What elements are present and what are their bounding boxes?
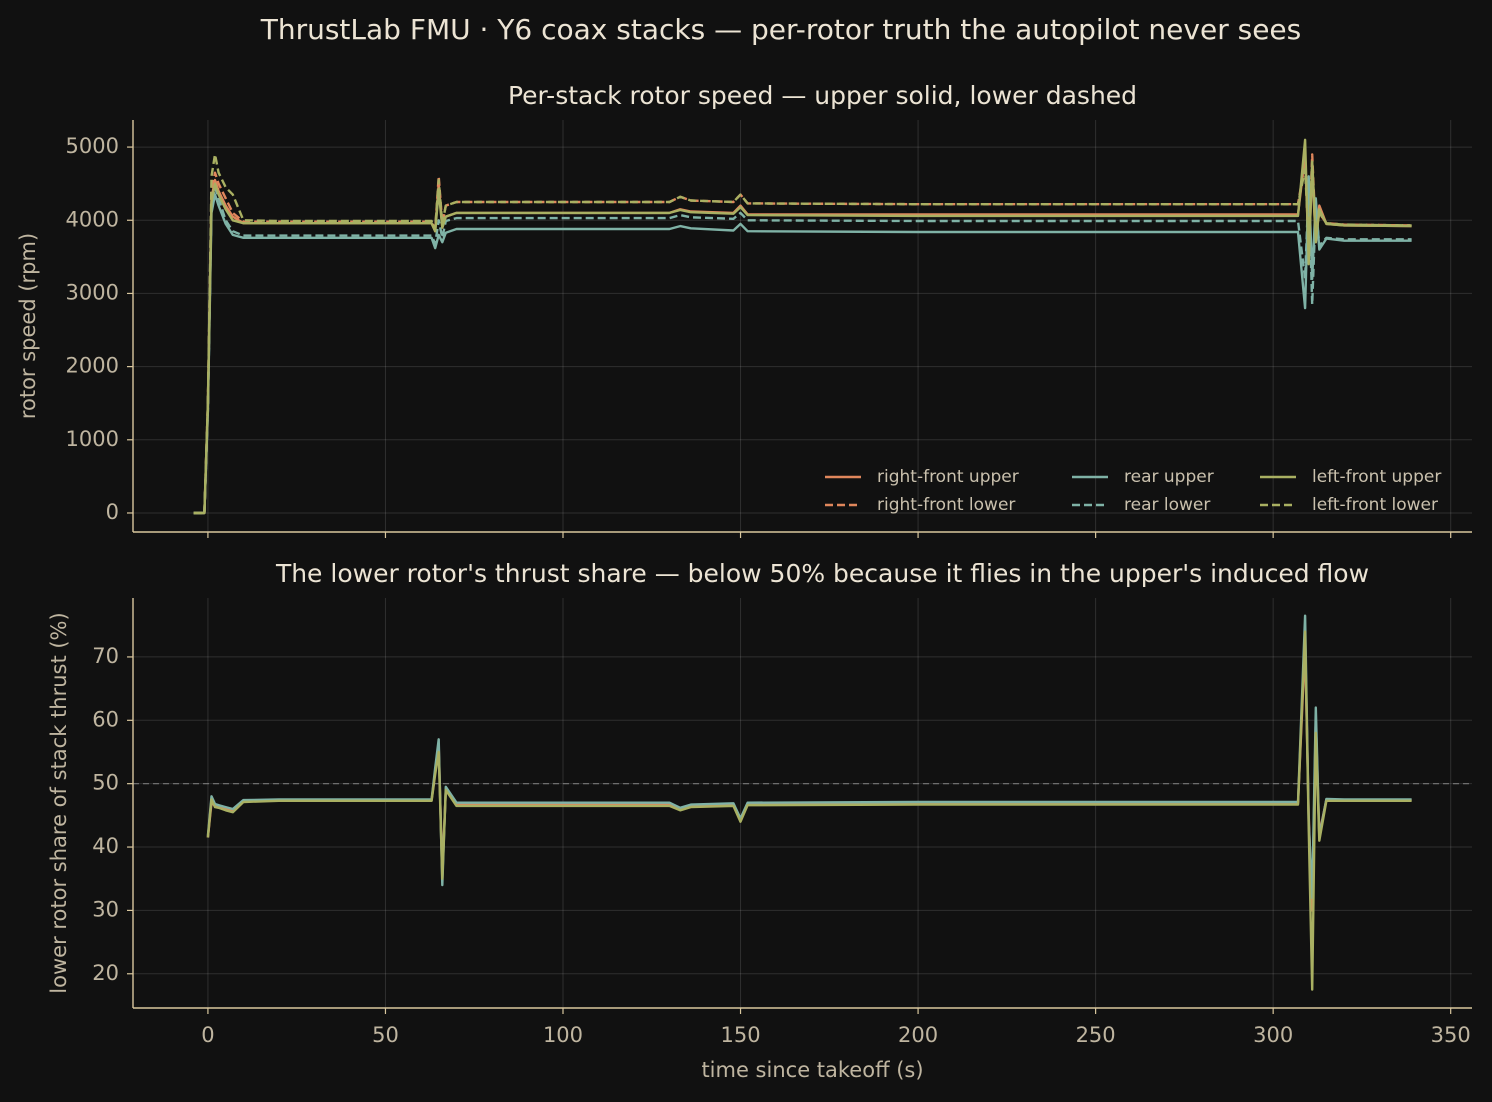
x-axis-label: time since takeoff (s) [701,1058,923,1082]
x-tick-label: 0 [201,1023,214,1047]
series-line [193,138,1412,515]
legend-label: left-front lower [1312,495,1438,515]
series-line [193,182,1412,515]
y-tick-label: 1000 [66,427,119,451]
y-tick-label: 3000 [66,280,119,304]
y-tick-label: 0 [106,500,119,524]
y-tick-label: 70 [92,644,119,668]
x-tick-label: 300 [1253,1023,1293,1047]
x-tick-label: 100 [543,1023,583,1047]
legend-label: rear upper [1124,467,1214,487]
x-tick-label: 200 [898,1023,938,1047]
panel-title: The lower rotor's thrust share — below 5… [275,559,1369,588]
series-line [193,153,1412,515]
legend-label: right-front lower [877,495,1015,515]
x-tick-label: 350 [1431,1023,1471,1047]
x-tick-label: 50 [372,1023,399,1047]
legend-label: right-front upper [877,467,1019,487]
y-tick-label: 20 [92,961,119,985]
y-tick-label: 5000 [66,134,119,158]
series-line [206,630,1412,991]
y-tick-label: 50 [92,771,119,795]
y-tick-label: 30 [92,897,119,921]
y-axis-label: lower rotor share of stack thrust (%) [47,612,71,993]
legend-label: left-front upper [1312,467,1441,487]
panel-title: Per-stack rotor speed — upper solid, low… [508,81,1137,110]
y-tick-label: 4000 [66,207,119,231]
y-tick-label: 2000 [66,354,119,378]
x-tick-label: 250 [1076,1023,1116,1047]
y-axis-label: rotor speed (rpm) [16,233,40,419]
y-tick-label: 40 [92,834,119,858]
x-tick-label: 150 [720,1023,760,1047]
figure-title: ThrustLab FMU · Y6 coax stacks — per-rot… [260,13,1302,46]
y-tick-label: 60 [92,707,119,731]
legend-label: rear lower [1124,495,1210,515]
